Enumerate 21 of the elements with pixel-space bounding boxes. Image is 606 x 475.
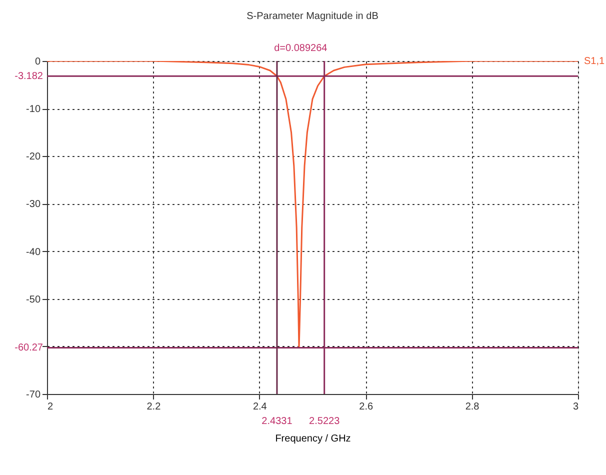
x-tick-label: 2 bbox=[48, 402, 54, 412]
y-tick-label: 0 bbox=[34, 56, 41, 68]
x-axis-title: Frequency / GHz bbox=[275, 434, 351, 444]
ref-line-label: -3.182 bbox=[14, 71, 44, 82]
x-tick-label: 2.4 bbox=[252, 402, 268, 412]
y-tick-label: -40 bbox=[26, 246, 41, 258]
x-tick-label: 2.6 bbox=[359, 402, 374, 412]
series-label: S1,1 bbox=[584, 56, 606, 67]
chart-title: S-Parameter Magnitude in dB bbox=[246, 11, 379, 22]
ref-line-label: -60.27 bbox=[14, 342, 44, 354]
y-tick-label: -30 bbox=[26, 199, 41, 210]
ref-line-label: 2.4331 bbox=[262, 416, 293, 427]
ref-line-label: 2.5223 bbox=[309, 416, 340, 427]
y-tick-label: -70 bbox=[26, 390, 41, 400]
text: d=0.089264 bbox=[274, 43, 328, 54]
x-tick-label: 2.8 bbox=[465, 402, 480, 412]
y-tick-label: -50 bbox=[26, 294, 41, 306]
y-tick-label: -10 bbox=[26, 104, 41, 116]
x-tick-label: 2.2 bbox=[146, 402, 162, 412]
x-tick-label: 3 bbox=[572, 402, 579, 412]
y-tick-label: -20 bbox=[26, 152, 41, 163]
